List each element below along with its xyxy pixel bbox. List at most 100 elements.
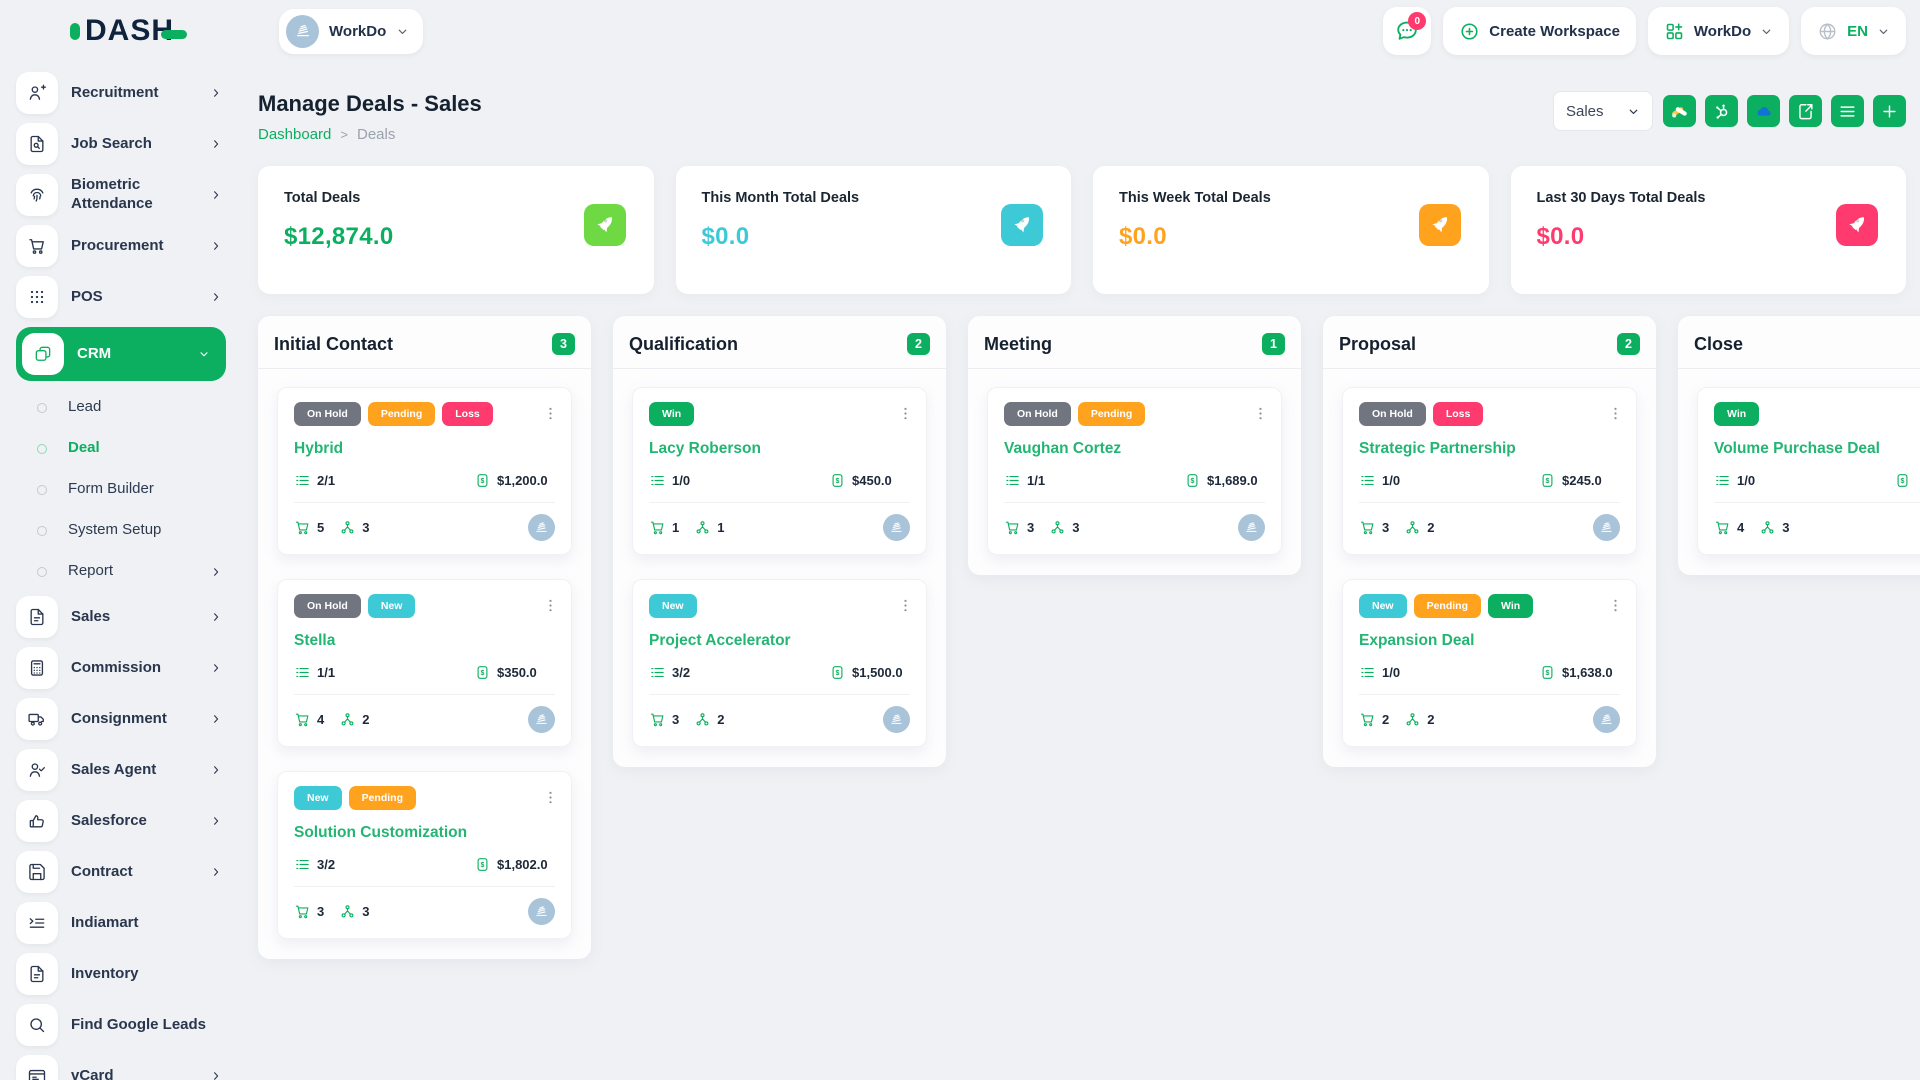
create-workspace-button[interactable]: Create Workspace — [1443, 7, 1636, 55]
language-selector[interactable]: EN — [1801, 7, 1906, 55]
deal-footer: 4 3 — [1714, 514, 1920, 541]
toolbar-google-ads-button[interactable] — [1663, 95, 1696, 127]
deal-card-hybrid[interactable]: On Hold Pending Loss Hybrid 2/1 $ $1,200.0 … — [277, 387, 572, 555]
sidebar-item-procurement[interactable]: Procurement — [16, 225, 226, 267]
sidebar-item-commission[interactable]: Commission — [16, 647, 226, 689]
sidebar-subitem-label: System Setup — [68, 521, 162, 539]
sidebar-subitem-form-builder[interactable]: Form Builder — [16, 473, 226, 506]
deal-footer: 3 2 — [1359, 514, 1620, 541]
sidebar-subitem-report[interactable]: Report — [16, 555, 226, 588]
deal-tasks: 1/0 — [649, 472, 690, 489]
deal-card-expansion-deal[interactable]: New Pending Win Expansion Deal 1/0 $ $1,638… — [1342, 579, 1637, 747]
workdo-menu-button[interactable]: WorkDo — [1647, 7, 1790, 55]
thumb-up-icon — [29, 815, 44, 828]
deal-tag-new: New — [367, 594, 416, 618]
toolbar-list-view-button[interactable] — [1831, 95, 1864, 127]
deal-card-vaughan-cortez[interactable]: On Hold Pending Vaughan Cortez 1/1 $ $1,68… — [987, 387, 1282, 555]
sidebar-item-salesforce[interactable]: Salesforce — [16, 800, 226, 842]
sidebar-subitem-deal[interactable]: Deal — [16, 432, 226, 465]
workspace-switcher[interactable]: WorkDo — [279, 8, 424, 54]
deal-title[interactable]: Expansion Deal — [1359, 632, 1475, 649]
sidebar-item-indiamart[interactable]: Indiamart — [16, 902, 226, 944]
export-file-icon — [1799, 103, 1813, 119]
sidebar-item-find-google-leads[interactable]: Find Google Leads — [16, 1004, 226, 1046]
deal-menu-button[interactable] — [893, 592, 917, 618]
cart-icon — [1360, 713, 1374, 727]
sidebar-item-contract[interactable]: Contract — [16, 851, 226, 893]
sidebar-item-label: Salesforce — [71, 811, 147, 829]
deal-title[interactable]: Stella — [294, 632, 336, 649]
chev-right-icon — [214, 140, 219, 148]
deal-menu-button[interactable] — [893, 400, 917, 426]
stat-card-last-30-days-total-deals: Last 30 Days Total Deals $0.0 — [1510, 166, 1906, 294]
toolbar-buttons — [1663, 95, 1906, 127]
deal-menu-button[interactable] — [1248, 400, 1272, 426]
kebab-icon — [1613, 599, 1617, 611]
crm-cards-icon — [35, 346, 51, 361]
deal-card-solution-customization[interactable]: New Pending Solution Customization 3/2 $ $… — [277, 771, 572, 939]
user-check-icon — [29, 763, 45, 777]
truck-icon — [16, 698, 58, 740]
deal-menu-button[interactable] — [538, 400, 562, 426]
chevron-down-icon — [398, 29, 407, 34]
sidebar-subitem-lead[interactable]: Lead — [16, 391, 226, 424]
pipeline-select[interactable]: Sales — [1553, 91, 1653, 131]
deal-menu-button[interactable] — [1603, 400, 1627, 426]
deal-card-strategic-partnership[interactable]: On Hold Loss Strategic Partnership 1/0 $ $… — [1342, 387, 1637, 555]
deal-tags: On Hold Pending — [1004, 402, 1239, 426]
deal-card-stella[interactable]: On Hold New Stella 1/1 $ $350.0 4 2 — [277, 579, 572, 747]
deal-title[interactable]: Vaughan Cortez — [1004, 440, 1122, 457]
sidebar-subitem-system-setup[interactable]: System Setup — [16, 514, 226, 547]
sidebar-item-inventory[interactable]: Inventory — [16, 953, 226, 995]
kanban-column-header: Initial Contact 3 — [258, 316, 591, 369]
deal-title[interactable]: Solution Customization — [294, 824, 468, 841]
svg-text:$: $ — [1546, 477, 1550, 485]
toolbar-plus-button[interactable] — [1873, 95, 1906, 127]
logo-accent-icon — [70, 22, 80, 40]
divider — [1359, 502, 1620, 503]
sidebar-item-consignment[interactable]: Consignment — [16, 698, 226, 740]
deal-menu-button[interactable] — [1603, 592, 1627, 618]
bullet-icon — [37, 402, 47, 413]
sidebar-item-label: Inventory — [71, 964, 139, 982]
network-icon — [1406, 713, 1419, 726]
deal-products: 4 — [1714, 519, 1744, 536]
deal-title[interactable]: Hybrid — [294, 440, 344, 457]
network-icon — [341, 521, 354, 534]
deal-users: 3 — [1759, 519, 1789, 536]
toolbar-onedrive-button[interactable] — [1747, 95, 1780, 127]
onedrive-icon — [1757, 106, 1771, 116]
deal-tags: Win — [1714, 402, 1920, 426]
deal-card-lacy-roberson[interactable]: Win Lacy Roberson 1/0 $ $450.0 1 1 — [632, 387, 927, 555]
deal-menu-button[interactable] — [538, 784, 562, 810]
deal-card-volume-purchase-deal[interactable]: Win Volume Purchase Deal 1/0 $ 4 3 — [1697, 387, 1920, 555]
deal-menu-button[interactable] — [538, 592, 562, 618]
sidebar-item-sales[interactable]: Sales — [16, 596, 226, 638]
plus-icon — [1883, 104, 1896, 118]
sidebar-item-pos[interactable]: POS — [16, 276, 226, 318]
breadcrumb-dashboard-link[interactable]: Dashboard — [258, 126, 332, 143]
stat-value: $0.0 — [701, 223, 750, 250]
network-icon — [341, 713, 354, 726]
toolbar-export-file-button[interactable] — [1789, 95, 1822, 127]
sidebar-item-sales-agent[interactable]: Sales Agent — [16, 749, 226, 791]
sidebar-item-crm[interactable]: CRM — [16, 327, 226, 381]
deal-users: 3 — [339, 519, 369, 536]
divider — [649, 502, 910, 503]
deal-title[interactable]: Volume Purchase Deal — [1714, 440, 1880, 457]
toolbar-hubspot-button[interactable] — [1705, 95, 1738, 127]
crm-cards-icon — [22, 333, 64, 375]
deal-card-project-accelerator[interactable]: New Project Accelerator 3/2 $ $1,500.0 3 … — [632, 579, 927, 747]
sidebar-item-biometric-attendance[interactable]: Biometric Attendance — [16, 174, 226, 216]
kanban-board: Initial Contact 3 On Hold Pending Loss Hyb… — [258, 316, 1920, 959]
building-icon — [891, 522, 902, 532]
messages-button[interactable]: 0 — [1383, 7, 1432, 55]
sidebar-item-vcard[interactable]: vCard — [16, 1055, 226, 1080]
deal-tasks: 3/2 — [649, 664, 690, 681]
deal-title[interactable]: Project Accelerator — [649, 632, 791, 649]
deal-title[interactable]: Lacy Roberson — [649, 440, 761, 457]
sidebar-item-job-search[interactable]: Job Search — [16, 123, 226, 165]
sidebar-item-recruitment[interactable]: Recruitment — [16, 72, 226, 114]
deal-title[interactable]: Strategic Partnership — [1359, 440, 1516, 457]
deal-amount: $ $350.0 — [474, 664, 555, 681]
